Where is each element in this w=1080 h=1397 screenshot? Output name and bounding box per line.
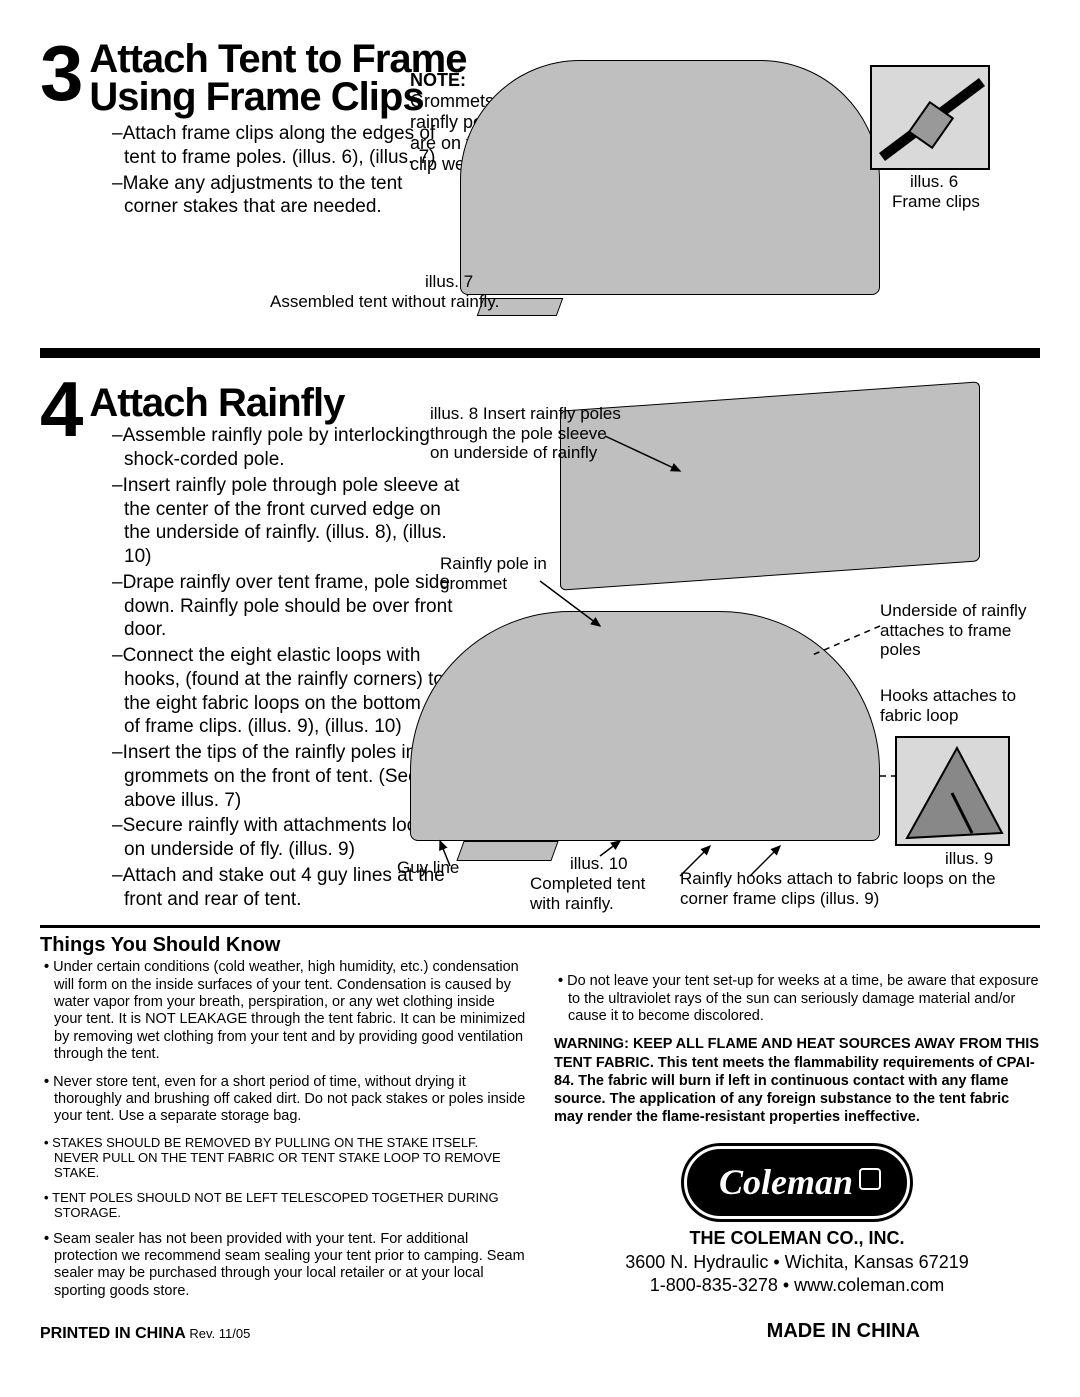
step4-item: –Assemble rainfly pole by interlocking s… bbox=[112, 424, 472, 472]
company-address: 3600 N. Hydraulic • Wichita, Kansas 6721… bbox=[554, 1251, 1040, 1274]
logo-wrap: Coleman bbox=[554, 1146, 1040, 1219]
lantern-icon bbox=[859, 1168, 881, 1190]
things-heading: Things You Should Know bbox=[40, 934, 1040, 957]
guy-line-label: Guy line bbox=[397, 858, 459, 878]
made-in: MADE IN CHINA bbox=[767, 1320, 920, 1343]
step4-item: –Drape rainfly over tent frame, pole sid… bbox=[112, 571, 472, 642]
step4-item: –Insert rainfly pole through pole sleeve… bbox=[112, 474, 472, 569]
things-item: Under certain conditions (cold weather, … bbox=[40, 959, 526, 1063]
tent-illustration-10 bbox=[410, 611, 880, 841]
illus9-inset bbox=[895, 736, 1010, 846]
logo-text: Coleman bbox=[719, 1162, 853, 1202]
printed-block: PRINTED IN CHINA Rev. 11/05 bbox=[40, 1325, 250, 1343]
things-item: Never store tent, even for a short perio… bbox=[40, 1074, 526, 1126]
warning-label: WARNING: bbox=[554, 1036, 629, 1052]
tent-illustration-7 bbox=[460, 60, 880, 295]
rainfly-pole-label: Rainfly pole in grommet bbox=[440, 554, 570, 593]
step4-number: 4 bbox=[40, 376, 81, 442]
underside-label: Underside of rainfly attaches to frame p… bbox=[880, 601, 1030, 660]
tent-mat-2 bbox=[456, 841, 558, 861]
note-label: NOTE: bbox=[410, 70, 466, 90]
illus9-sub: Rainfly hooks attach to fabric loops on … bbox=[680, 869, 1020, 908]
step3-section: 3 Attach Tent to Frame Using Frame Clips… bbox=[40, 40, 1040, 330]
illus6-inset bbox=[870, 65, 990, 170]
hooks-label: Hooks attaches to fabric loop bbox=[880, 686, 1030, 725]
things-item: Seam sealer has not been provided with y… bbox=[40, 1231, 526, 1301]
divider-1 bbox=[40, 348, 1040, 358]
printed-rev: Rev. 11/05 bbox=[186, 1326, 251, 1341]
things-item: TENT POLES SHOULD NOT BE LEFT TELESCOPED… bbox=[40, 1191, 526, 1221]
step4-title: Attach Rainfly bbox=[89, 376, 344, 422]
illus9-label: illus. 9 bbox=[945, 849, 993, 869]
step3-item: –Attach frame clips along the edges of t… bbox=[112, 122, 452, 170]
illus7-label: illus. 7 bbox=[425, 272, 473, 292]
things-columns: Under certain conditions (cold weather, … bbox=[40, 959, 1040, 1310]
illus10-label: illus. 10 bbox=[570, 854, 628, 874]
step3-instructions: –Attach frame clips along the edges of t… bbox=[112, 122, 452, 219]
clip-icon bbox=[872, 67, 992, 172]
illus6-sub: Frame clips bbox=[892, 192, 980, 212]
illus8-text: illus. 8 Insert rainfly poles through th… bbox=[430, 404, 630, 463]
things-col2: Do not leave your tent set-up for weeks … bbox=[554, 959, 1040, 1310]
step4-section: 4 Attach Rainfly –Assemble rainfly pole … bbox=[40, 376, 1040, 911]
company-name: THE COLEMAN CO., INC. bbox=[554, 1227, 1040, 1250]
company-contact: 1-800-835-3278 • www.coleman.com bbox=[554, 1274, 1040, 1297]
footer: PRINTED IN CHINA Rev. 11/05 MADE IN CHIN… bbox=[40, 1320, 1040, 1343]
divider-2 bbox=[40, 925, 1040, 928]
things-section: Things You Should Know Under certain con… bbox=[40, 934, 1040, 1310]
company-block: THE COLEMAN CO., INC. 3600 N. Hydraulic … bbox=[554, 1227, 1040, 1297]
illus10-sub: Completed tent with rainfly. bbox=[530, 874, 670, 913]
illus7-sub: Assembled tent without rainfly. bbox=[270, 292, 499, 312]
things-item: STAKES SHOULD BE REMOVED BY PULLING ON T… bbox=[40, 1136, 526, 1181]
hook-icon bbox=[897, 738, 1012, 848]
things-col1: Under certain conditions (cold weather, … bbox=[40, 959, 526, 1310]
step3-item: –Make any adjustments to the tent corner… bbox=[112, 172, 452, 220]
printed-label: PRINTED IN CHINA bbox=[40, 1325, 186, 1342]
illus6-label: illus. 6 bbox=[910, 172, 958, 192]
things-item: Do not leave your tent set-up for weeks … bbox=[554, 973, 1040, 1025]
coleman-logo: Coleman bbox=[684, 1146, 910, 1219]
warning-block: WARNING: KEEP ALL FLAME AND HEAT SOURCES… bbox=[554, 1035, 1040, 1126]
step3-number: 3 bbox=[40, 40, 81, 106]
